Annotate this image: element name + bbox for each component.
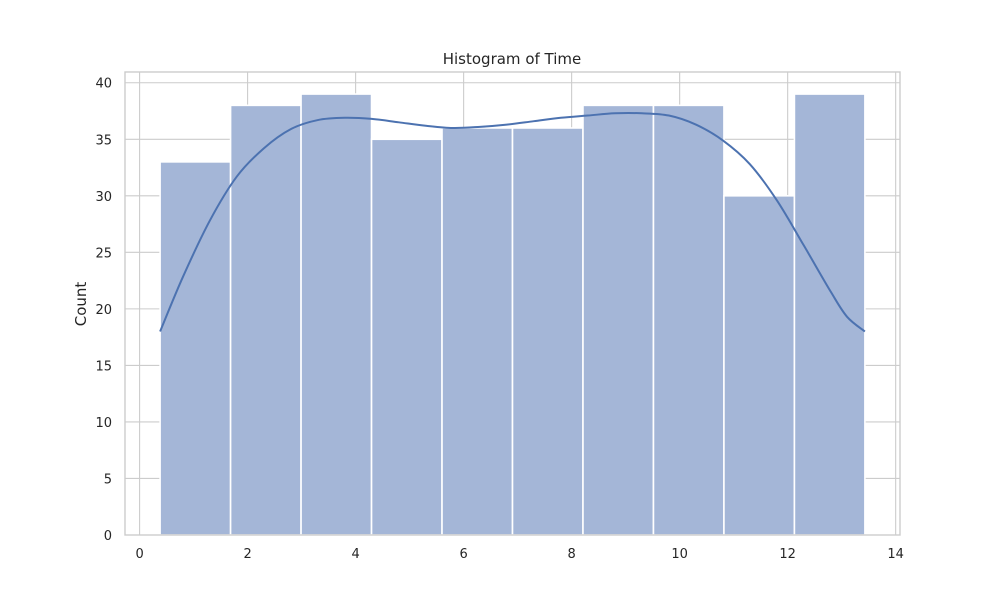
histogram-bar <box>370 138 443 536</box>
y-tick-label: 25 <box>95 246 112 261</box>
histogram-bar <box>793 93 866 536</box>
histogram-bar <box>723 195 796 536</box>
y-tick-label: 35 <box>95 133 112 148</box>
x-tick-label: 14 <box>887 547 904 562</box>
y-tick-label: 5 <box>104 472 112 487</box>
histogram-bar <box>159 161 232 536</box>
x-tick-label: 12 <box>779 547 796 562</box>
x-tick-layer: 0 2 4 6 8 10 12 14 <box>135 547 904 562</box>
chart-title: Histogram of Time <box>443 50 582 68</box>
y-tick-layer: 0 5 10 15 20 25 30 35 40 <box>95 77 112 544</box>
x-tick-label: 0 <box>135 547 143 562</box>
x-tick-label: 8 <box>567 547 575 562</box>
histogram-bar <box>441 127 514 536</box>
x-tick-label: 4 <box>351 547 359 562</box>
histogram-bar <box>229 104 302 536</box>
kde-line <box>159 111 866 333</box>
histogram-bar <box>652 104 725 536</box>
y-axis-label: Count <box>72 282 90 327</box>
y-tick-label: 20 <box>95 303 112 318</box>
y-tick-label: 10 <box>95 416 112 431</box>
plot-frame <box>124 71 901 536</box>
kde-layer <box>159 111 866 333</box>
histogram-bar <box>582 104 655 536</box>
histogram-bar <box>300 93 373 536</box>
x-tick-label: 10 <box>671 547 688 562</box>
y-tick-label: 40 <box>95 77 112 92</box>
bar-layer <box>159 93 866 536</box>
y-tick-label: 0 <box>104 529 112 544</box>
x-tick-label: 6 <box>459 547 467 562</box>
y-tick-label: 15 <box>95 359 112 374</box>
spine-layer <box>124 71 901 536</box>
y-tick-label: 30 <box>95 190 112 205</box>
histogram-bar <box>511 127 584 536</box>
x-tick-label: 2 <box>243 547 251 562</box>
